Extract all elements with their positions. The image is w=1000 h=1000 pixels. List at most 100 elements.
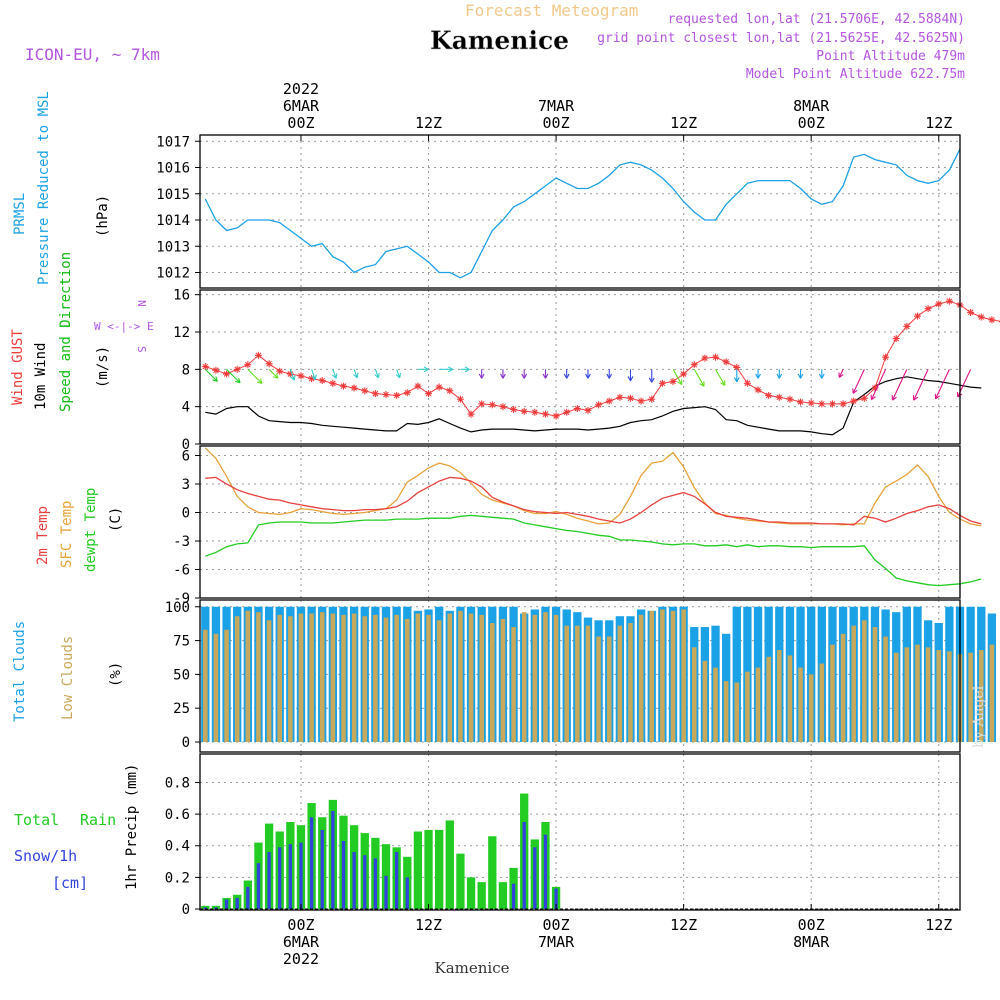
gust-marker (552, 412, 560, 420)
gust-marker (882, 353, 890, 361)
ytick-label-temp: -6 (173, 563, 190, 579)
tsfc-line (204, 447, 982, 527)
low-cloud-bar (681, 609, 686, 742)
low-cloud-bar (702, 660, 708, 742)
main-title: Forecast Meteogram (465, 1, 638, 20)
time-label-bottom: 12Z (925, 916, 952, 934)
ytick-label-precip: 0.6 (165, 807, 190, 823)
low-cloud-bar (458, 610, 463, 742)
snow-bar (203, 907, 207, 909)
snow-bar (554, 888, 558, 909)
gust-marker (690, 361, 698, 369)
grid-point-coords: grid point closest lon,lat (21.5625E, 42… (597, 31, 965, 46)
time-label-top: 12Z (925, 114, 952, 132)
temp-unit: (C) (108, 507, 124, 532)
time-label-top: 6MAR (283, 97, 320, 115)
low-cloud-bar (436, 620, 442, 742)
low-cloud-bar (564, 625, 569, 742)
wind-arrow (460, 366, 470, 373)
low-cloud-bar (777, 650, 782, 742)
low-cloud-bar (277, 614, 283, 742)
low-cloud-bar (234, 616, 240, 742)
snow-bar (299, 842, 303, 909)
ytick-label-pressure: 1013 (156, 239, 190, 255)
gust-marker (478, 400, 486, 408)
low-cloud-bar (755, 667, 761, 742)
gust-marker (626, 394, 634, 402)
low-cloud-bar (256, 612, 261, 742)
model-altitude: Model Point Altitude 622.75m (746, 67, 965, 82)
low-cloud-bar (723, 681, 729, 742)
gust-marker (339, 382, 347, 390)
snow-bar (288, 844, 293, 909)
time-label-top: 12Z (415, 114, 442, 132)
low-cloud-bar (373, 614, 378, 742)
wind-arrow (395, 369, 402, 379)
wind-arrow (733, 369, 740, 383)
gust-marker (903, 322, 911, 330)
ytick-label-precip: 0.2 (165, 870, 190, 886)
ytick-label-pressure: 1015 (156, 187, 190, 203)
ytick-label-temp: -3 (173, 534, 190, 550)
frames-layer (199, 134, 961, 911)
low-cloud-bar (245, 610, 251, 742)
low-cloud-bar (213, 633, 219, 742)
pressure-desc-label: Pressure Reduced to MSL (36, 91, 52, 285)
wind-arrow (838, 369, 844, 378)
ytick-label-wind: 0 (182, 437, 190, 453)
clouds-unit: (%) (108, 662, 124, 687)
gust-marker (520, 407, 528, 415)
gust-marker (361, 387, 369, 395)
low-cloud-bar (851, 625, 856, 742)
location-title: Kamenice (430, 26, 569, 55)
snow-unit-label: [cm] (52, 874, 88, 892)
snow-bar (405, 877, 409, 909)
wind-speed-line (205, 376, 982, 436)
time-label-top: 8MAR (793, 97, 830, 115)
gust-marker (467, 410, 475, 418)
low-cloud-bar (309, 613, 314, 742)
low-cloud-bar (862, 620, 867, 742)
wind-arrow (311, 369, 317, 381)
wind-gust-line (205, 300, 1000, 417)
low-cloud-bar (840, 633, 846, 742)
wind-arrow (672, 369, 683, 385)
time-label-bottom: 00Z (287, 916, 314, 934)
low-cloud-bar (883, 636, 888, 742)
gust-marker (913, 312, 921, 320)
low-cloud-bar (404, 618, 410, 742)
gust-marker (276, 367, 284, 375)
low-cloud-bar (638, 614, 644, 742)
low-cloud-bar (989, 644, 995, 742)
gust-marker (563, 408, 571, 416)
low-cloud-bar (819, 663, 825, 742)
ytick-label-temp: -9 (173, 591, 190, 607)
snow-bar (256, 863, 261, 909)
gust-marker (967, 308, 975, 316)
time-label-top: 00Z (798, 114, 825, 132)
gust-marker (712, 353, 720, 361)
gust-marker (254, 351, 262, 359)
time-label-bottom: 6MAR (283, 933, 320, 951)
snow-bar (331, 810, 335, 909)
gust-marker (701, 354, 709, 362)
gust-marker (595, 401, 603, 409)
gust-marker (584, 406, 592, 414)
wind-arrow (500, 369, 506, 379)
low-cloud-bar (490, 622, 495, 742)
time-label-bottom: 12Z (670, 916, 697, 934)
gust-marker (924, 305, 932, 313)
low-cloud-bar (426, 614, 431, 742)
wind-arrow (542, 369, 549, 379)
rain-bar (466, 877, 476, 909)
rain-bar (413, 831, 423, 909)
gust-marker (456, 395, 464, 403)
low-cloud-bar (521, 612, 527, 742)
snow-bar (246, 886, 250, 909)
wind-dir-label: Speed and Direction (58, 252, 74, 412)
ytick-label-clouds: 75 (173, 634, 190, 650)
low-cloud-bar (649, 610, 655, 742)
snow-bar (511, 883, 516, 909)
ytick-label-pressure: 1016 (156, 161, 190, 177)
wind-arrow (478, 369, 485, 379)
